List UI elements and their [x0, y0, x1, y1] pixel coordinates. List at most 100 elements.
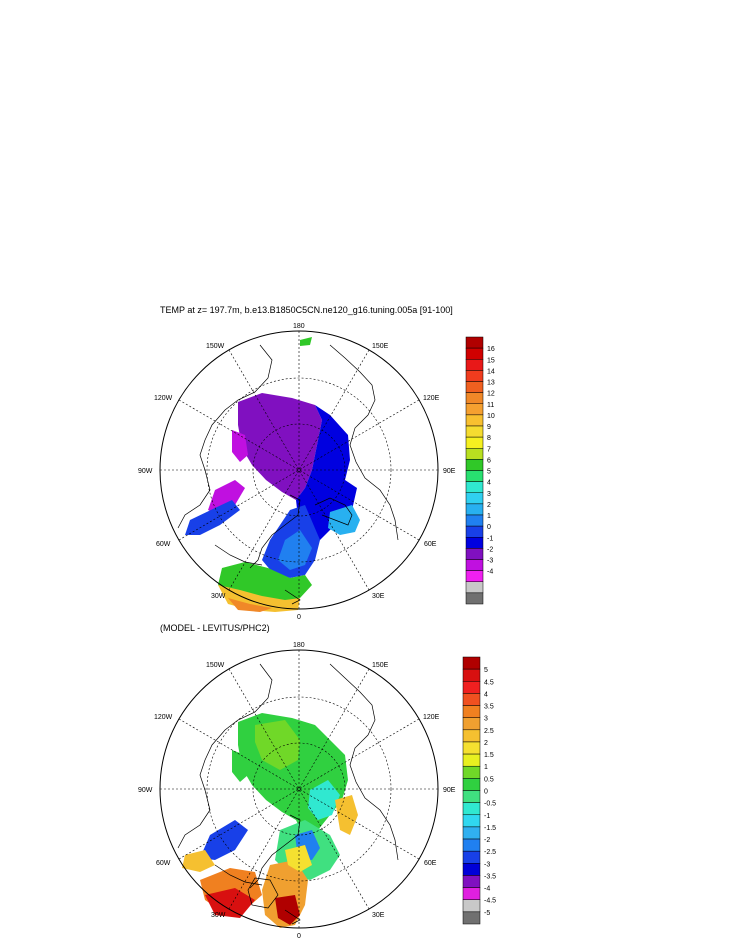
bottom-colorbar-label: -4.5 [484, 898, 496, 905]
bottom-colorbar-label: -5 [484, 910, 490, 917]
bottom-colorbar-swatch [462, 778, 481, 791]
bottom-lon-label-150e: 150E [372, 662, 389, 669]
bottom-eurasian-cyan [308, 780, 340, 820]
top-colorbar-label: 6 [487, 457, 491, 464]
bottom-colorbar-swatch [462, 850, 481, 864]
bottom-lon-label-90w: 90W [138, 787, 153, 794]
top-colorbar-label: 3 [487, 491, 491, 498]
top-pacific-green [300, 337, 312, 346]
top-coastlines [177, 344, 399, 605]
bottom-colorbar-label: 1.5 [484, 752, 494, 759]
top-lon-label-30w: 30W [211, 593, 226, 600]
bottom-colorbar-label: 3 [484, 716, 488, 723]
top-colorbar-label: -1 [487, 535, 493, 542]
bottom-lon-label-90e: 90E [443, 787, 456, 794]
top-colorbar-label: 13 [487, 380, 495, 387]
bottom-colorbar-swatch [462, 656, 481, 670]
top-lon-label-90w: 90W [138, 468, 153, 475]
top-colorbar-label: 15 [487, 357, 495, 364]
bottom-shelf-yellow [182, 850, 215, 872]
top-longitude-labels: 180 150W 150E 120W 120E 90W 90E 60W 60E … [138, 323, 456, 621]
top-colorbar-label: 4 [487, 480, 491, 487]
top-panel-title: TEMP at z= 197.7m, b.e13.B1850C5CN.ne120… [160, 305, 453, 315]
bottom-colorbar-label: 3.5 [484, 704, 494, 711]
bottom-lon-label-120e: 120E [423, 714, 440, 721]
top-colorbar-label: 10 [487, 413, 495, 420]
bottom-barents-yellow [335, 795, 358, 835]
top-lon-label-60w: 60W [156, 541, 171, 548]
bottom-colorbar-swatch [462, 911, 481, 925]
bottom-colorbar-swatch [462, 826, 481, 840]
top-lon-label-30e: 30E [372, 593, 385, 600]
bottom-lon-label-150w: 150W [206, 662, 225, 669]
top-map-fields [159, 330, 439, 612]
bottom-colorbar: 5 4.5 4 3.5 3 2.5 2 1.5 1 0.5 0 -0.5 -1 -1.5 -2 -2.5 -3 -… [462, 656, 496, 925]
bottom-colorbar-swatch [462, 741, 481, 755]
top-colorbar-label: 12 [487, 391, 495, 398]
bottom-colorbar-label: 2.5 [484, 728, 494, 735]
bottom-colorbar-swatch [462, 838, 481, 852]
top-atlantic-orange [228, 598, 272, 612]
top-lon-label-0: 0 [297, 614, 301, 621]
bottom-colorbar-label: 4 [484, 691, 488, 698]
top-lon-label-180: 180 [293, 323, 305, 330]
bottom-lon-label-30e: 30E [372, 912, 385, 919]
top-colorbar-label: 14 [487, 368, 495, 375]
bottom-baffin-blue [200, 820, 248, 860]
bottom-colorbar-swatch [462, 863, 481, 876]
bottom-colorbar-swatch [462, 790, 481, 803]
bottom-colorbar-swatch [462, 899, 481, 913]
top-baffin-purple [208, 480, 245, 515]
bottom-colorbar-label: -2 [484, 837, 490, 844]
bottom-map-fields [159, 649, 439, 929]
top-lon-label-60e: 60E [424, 541, 437, 548]
bottom-lon-label-60e: 60E [424, 860, 437, 867]
top-colorbar-label: 8 [487, 435, 491, 442]
bottom-atlantic-yellow [285, 845, 312, 872]
bottom-lon-label-30w: 30W [211, 912, 226, 919]
bottom-colorbar-label: 0.5 [484, 776, 494, 783]
bottom-colorbar-swatch [462, 729, 481, 743]
bottom-colorbar-label: 2 [484, 740, 488, 747]
top-colorbar-label: 0 [487, 524, 491, 531]
bottom-colorbar-swatch [462, 717, 481, 731]
bottom-graticule [160, 650, 438, 928]
top-lon-label-120w: 120W [154, 395, 173, 402]
bottom-colorbar-swatch [462, 693, 481, 706]
top-colorbar-swatch [465, 592, 484, 605]
top-arctic-basin-purple [238, 393, 322, 500]
top-colorbar-label: -3 [487, 558, 493, 565]
bottom-colorbar-swatch [462, 887, 481, 900]
bottom-lon-label-120w: 120W [154, 714, 173, 721]
top-lon-label-90e: 90E [443, 468, 456, 475]
top-colorbar-label: 9 [487, 424, 491, 431]
top-lon-label-120e: 120E [423, 395, 440, 402]
top-colorbar-label: 1 [487, 513, 491, 520]
bottom-colorbar-label: -1 [484, 813, 490, 820]
bottom-longitude-labels: 180 150W 150E 120W 120E 90W 90E 60W 60E … [138, 642, 456, 940]
bottom-colorbar-swatch [462, 765, 481, 779]
top-colorbar-label: 5 [487, 469, 491, 476]
bottom-atlantic-red [275, 895, 300, 925]
bottom-colorbar-label: -3 [484, 861, 490, 868]
bottom-lon-label-60w: 60W [156, 860, 171, 867]
bottom-colorbar-swatch [462, 875, 481, 888]
top-colorbar-label: -2 [487, 546, 493, 553]
bottom-colorbar-label: -4 [484, 886, 490, 893]
bottom-colorbar-label: 1 [484, 764, 488, 771]
top-colorbar-label: -4 [487, 569, 493, 576]
bottom-colorbar-swatch [462, 802, 481, 816]
top-graticule [160, 331, 438, 609]
bottom-lon-label-180: 180 [293, 642, 305, 649]
bottom-colorbar-swatch [462, 681, 481, 694]
top-baffin-blue [185, 500, 240, 535]
bottom-labrador-brown [205, 888, 255, 918]
bottom-colorbar-swatch [462, 814, 481, 828]
top-lon-label-150w: 150W [206, 343, 225, 350]
bottom-colorbar-label: 4.5 [484, 679, 494, 686]
bottom-colorbar-label: -3.5 [484, 873, 496, 880]
top-lon-label-150e: 150E [372, 343, 389, 350]
bottom-colorbar-label: -2.5 [484, 849, 496, 856]
